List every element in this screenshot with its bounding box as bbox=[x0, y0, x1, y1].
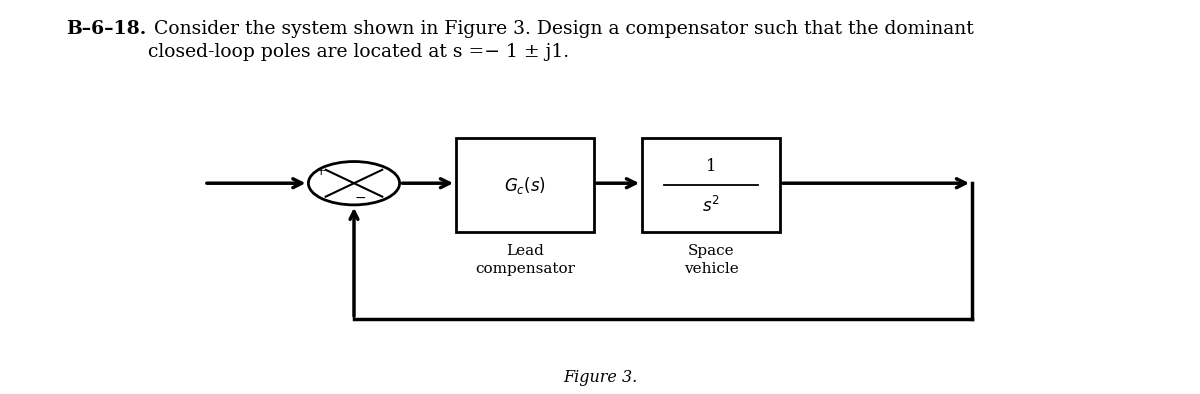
Text: Space
vehicle: Space vehicle bbox=[684, 244, 738, 275]
Text: Lead
compensator: Lead compensator bbox=[475, 244, 575, 275]
Text: $s^2$: $s^2$ bbox=[702, 195, 720, 216]
Text: +: + bbox=[316, 165, 326, 178]
Bar bbox=[456, 138, 594, 232]
Bar bbox=[642, 138, 780, 232]
Text: Figure 3.: Figure 3. bbox=[563, 369, 637, 386]
Text: $G_c(s)$: $G_c(s)$ bbox=[504, 175, 546, 196]
Text: 1: 1 bbox=[706, 158, 716, 175]
Text: Consider the system shown in Figure 3. Design a compensator such that the domina: Consider the system shown in Figure 3. D… bbox=[148, 20, 973, 61]
Text: B–6–18.: B–6–18. bbox=[66, 20, 146, 38]
Text: −: − bbox=[355, 191, 367, 205]
